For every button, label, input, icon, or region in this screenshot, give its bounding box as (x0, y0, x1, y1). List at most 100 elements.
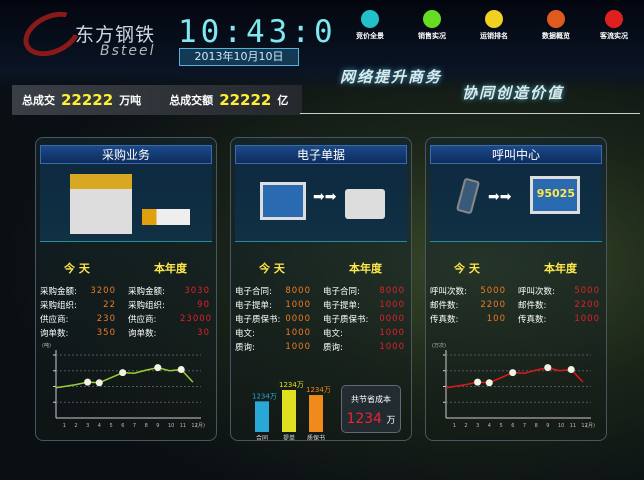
divider (300, 113, 640, 114)
nav-pie[interactable]: 销售实况 (408, 10, 456, 41)
clock: 10:43:0 (178, 14, 337, 50)
x-tick-label: 12 (191, 423, 197, 429)
savings-value: 1234 (346, 411, 383, 427)
totals-bar: 总成交 22222 万吨 总成交额 22222 亿 (12, 85, 302, 115)
bar (282, 390, 296, 432)
x-tick-label: 8 (145, 423, 148, 429)
today-value: 230 (96, 314, 116, 324)
printer-icon (345, 189, 385, 219)
x-tick-label: 7 (133, 423, 136, 429)
panel-1: 电子单据 ➡➡ 今 天 本年度 电子合同: 8000 电子合同: 8000 电子提单… (230, 137, 412, 441)
today-value: 100 (486, 314, 506, 324)
year-value: 8000 (379, 286, 405, 296)
year-value: 3030 (184, 286, 210, 296)
stat-row: 传真数: 100 传真数: 1000 (430, 312, 602, 326)
brand-name: 东方钢铁 (75, 24, 156, 46)
stat-row: 电子提单: 1000 电子提单: 1000 (235, 298, 407, 312)
data-point (177, 365, 185, 373)
phone-icon (455, 177, 481, 215)
x-tick-label: 3 (86, 423, 89, 429)
x-tick-label: 11 (180, 423, 186, 429)
data-point (84, 378, 92, 386)
nav-label: 销售实况 (418, 32, 446, 40)
warehouse-icon (70, 174, 132, 234)
data-point (474, 378, 482, 386)
panel-title: 采购业务 (40, 145, 212, 164)
year-heading: 本年度 (154, 262, 187, 275)
bar-category-label: 质保书 (307, 434, 325, 440)
nav-people[interactable]: 客流实况 (590, 10, 638, 41)
today-label: 电文: (235, 329, 255, 339)
today-heading: 今 天 (259, 262, 285, 275)
line-chart: (吨)(月)1 2 3 4 5 6 7 8 9 10 11 12 (42, 342, 205, 429)
panel-2: 呼叫中心 ➡➡ 95025 今 天 本年度 呼叫次数: 5000 呼叫次数: 5000… (425, 137, 607, 441)
stat-row: 采购组织: 22 采购组织: 90 (40, 298, 212, 312)
today-label: 询单数: (40, 329, 69, 339)
year-heading: 本年度 (544, 262, 577, 275)
year-value: 5000 (574, 286, 600, 296)
year-value: 1000 (379, 342, 405, 352)
x-tick-label: 12 (581, 423, 587, 429)
panel-title: 呼叫中心 (430, 145, 602, 164)
bar-category-label: 提单 (283, 434, 295, 440)
nav-bar-rank[interactable]: 运销排名 (470, 10, 518, 41)
nav-label: 运销排名 (480, 32, 508, 40)
x-tick-label: 2 (464, 423, 467, 429)
savings-unit: 万 (386, 416, 396, 426)
nav-label: 客流实况 (600, 32, 628, 40)
year-value: 1000 (379, 300, 405, 310)
x-unit: (月) (586, 423, 595, 429)
panel-illustration: ➡➡ (235, 164, 407, 242)
y-unit: (万次) (432, 342, 446, 349)
pie-icon (423, 10, 441, 28)
stat-row: 采购金额: 3200 采购金额: 3030 (40, 284, 212, 298)
x-tick-label: 9 (546, 423, 549, 429)
x-tick-label: 5 (499, 423, 502, 429)
data-point (95, 379, 103, 387)
x-tick-label: 10 (558, 423, 564, 429)
stat-row: 呼叫次数: 5000 呼叫次数: 5000 (430, 284, 602, 298)
y-unit: (吨) (42, 342, 51, 349)
stat-row: 电文: 1000 电文: 1000 (235, 326, 407, 340)
brand-en: Bsteel (100, 43, 156, 59)
today-value: 22 (103, 300, 116, 310)
savings-label: 共节省成本 (351, 395, 391, 404)
x-tick-label: 1 (63, 423, 66, 429)
savings-box: 共节省成本 1234 万 (341, 385, 401, 433)
year-label: 采购组织: (128, 301, 165, 311)
x-tick-label: 8 (535, 423, 538, 429)
nav-list[interactable]: 数据概览 (532, 10, 580, 41)
truck-icon (142, 209, 190, 225)
x-tick-label: 1 (453, 423, 456, 429)
year-value: 30 (197, 328, 210, 338)
stat-row: 邮件数: 2200 邮件数: 2200 (430, 298, 602, 312)
data-point (544, 364, 552, 372)
x-tick-label: 6 (511, 423, 514, 429)
today-label: 质询: (235, 343, 255, 353)
x-tick-label: 6 (121, 423, 124, 429)
data-point (485, 379, 493, 387)
today-label: 电子合同: (235, 287, 272, 297)
target-icon (361, 10, 379, 28)
nav-label: 竞价全景 (356, 32, 384, 40)
x-tick-label: 5 (109, 423, 112, 429)
panel-title: 电子单据 (235, 145, 407, 164)
x-tick-label: 10 (168, 423, 174, 429)
year-value: 1000 (574, 314, 600, 324)
line-chart: (万次)(月)1 2 3 4 5 6 7 8 9 10 11 12 (432, 342, 595, 429)
year-label: 询单数: (128, 329, 157, 339)
x-tick-label: 4 (488, 423, 491, 429)
x-tick-label: 9 (156, 423, 159, 429)
arrow-icon: ➡➡ (488, 189, 512, 205)
stat-row: 询单数: 350 询单数: 30 (40, 326, 212, 340)
year-label: 电子质保书: (323, 315, 369, 325)
year-label: 电文: (323, 329, 343, 339)
nav-target[interactable]: 竞价全景 (346, 10, 394, 41)
bar-value-label: 1234万 (306, 386, 331, 394)
today-label: 采购金额: (40, 287, 77, 297)
x-tick-label: 3 (476, 423, 479, 429)
today-value: 5000 (480, 286, 506, 296)
data-point (509, 369, 517, 377)
stat-row: 质询: 1000 质询: 1000 (235, 340, 407, 354)
today-label: 传真数: (430, 315, 459, 325)
